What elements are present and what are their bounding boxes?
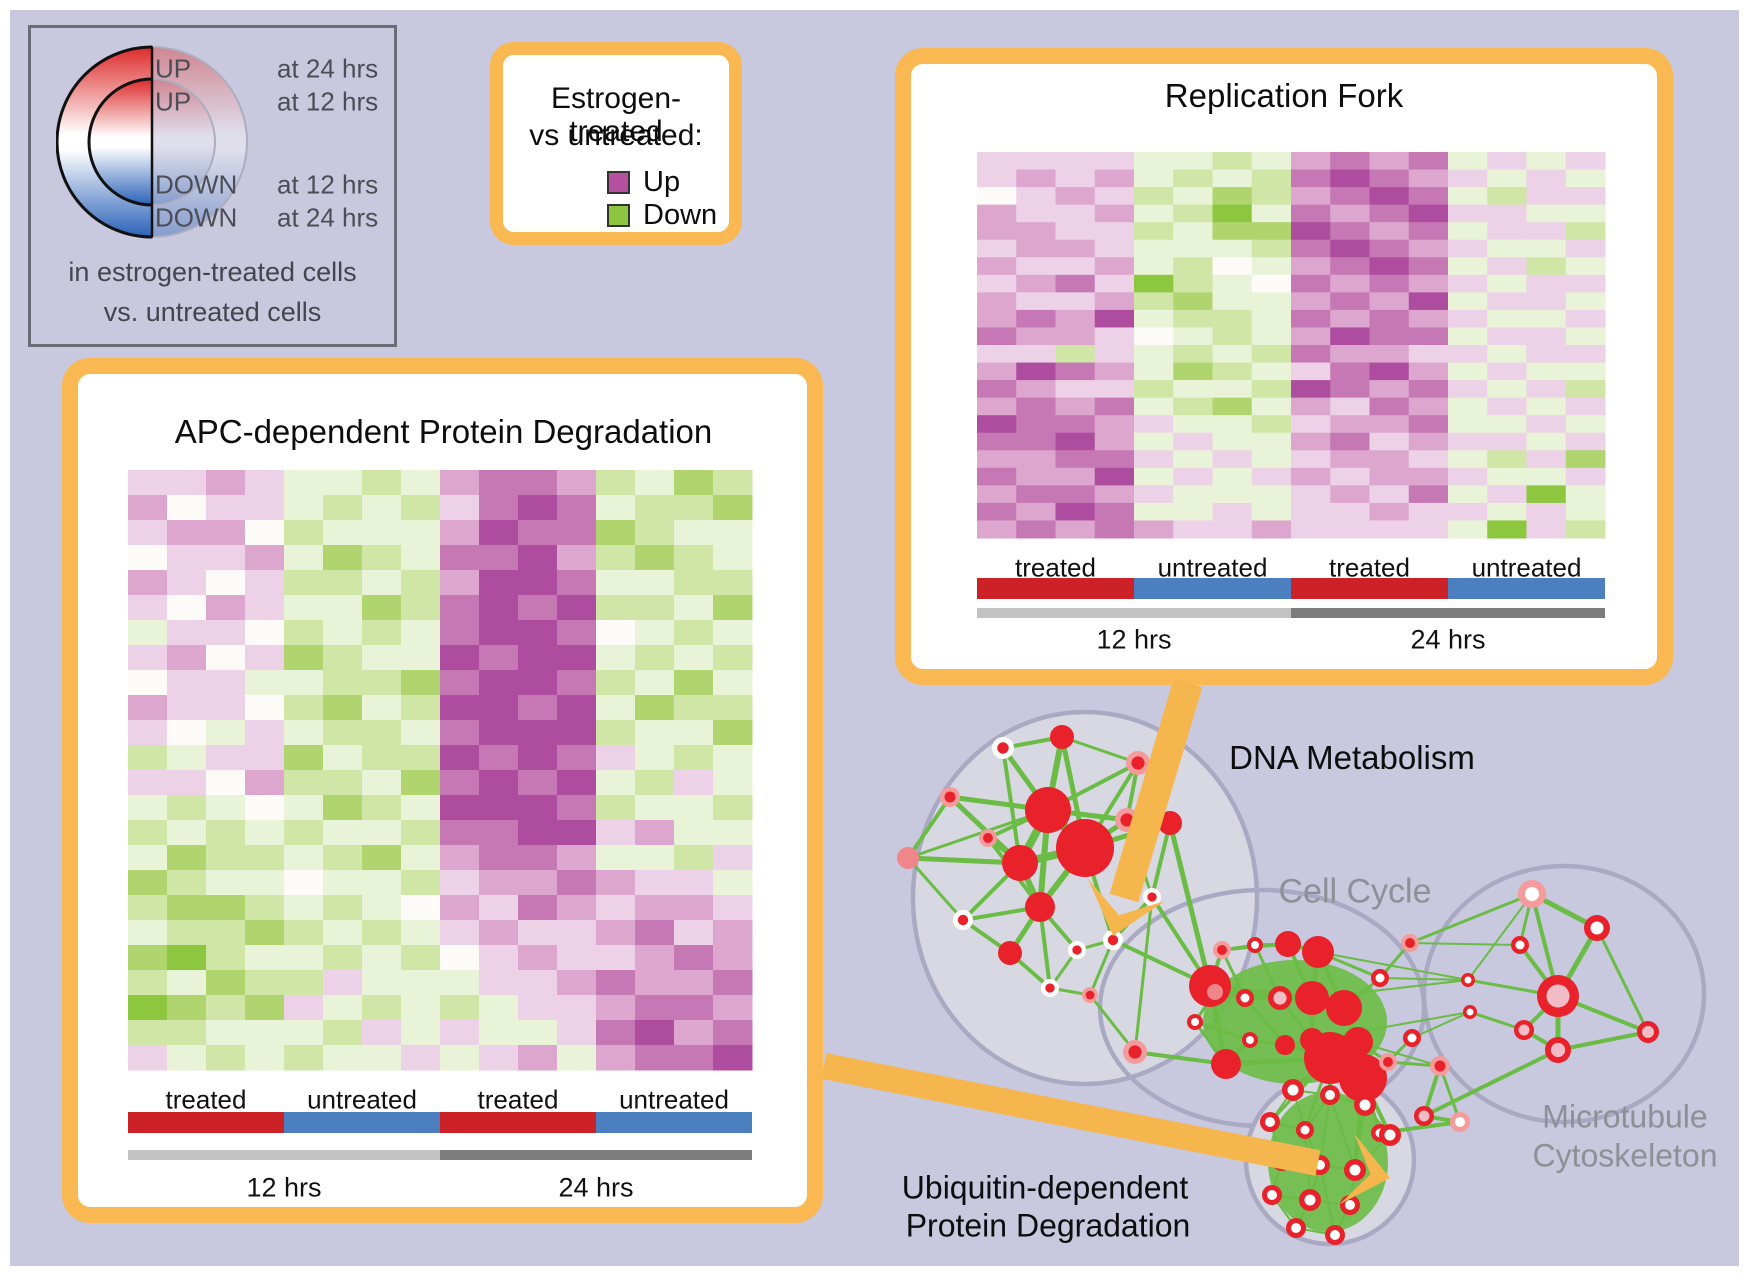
down-color-swatch <box>607 204 630 227</box>
key-time-label: at 24 hrs <box>277 202 379 233</box>
group-label: untreated <box>619 1084 729 1115</box>
group-label: treated <box>165 1084 247 1115</box>
group-label: untreated <box>1157 552 1268 583</box>
legend-item-down: Down <box>607 199 717 232</box>
replication-fork-panel-title: Replication Fork <box>1164 77 1404 114</box>
estrogen-legend-title-line1: Estrogen-treated <box>550 82 682 148</box>
key-footer-line2: vs. untreated cells <box>103 297 322 327</box>
network-cluster-label: Cytoskeleton <box>1532 1137 1718 1174</box>
group-label: treated <box>477 1084 559 1115</box>
time-label: 24 hrs <box>1410 624 1486 655</box>
color-key-box <box>28 25 397 347</box>
key-direction-label: DOWN <box>155 202 238 233</box>
time-label: 12 hrs <box>246 1172 322 1203</box>
network-cluster-label: Ubiquitin-dependent <box>901 1169 1189 1206</box>
network-cluster-label: DNA Metabolism <box>1229 739 1475 776</box>
estrogen-legend-box <box>490 42 742 245</box>
time-label: 12 hrs <box>1096 624 1172 655</box>
key-direction-label: UP <box>155 53 192 84</box>
estrogen-legend-title-line2: vs untreated: <box>529 119 703 152</box>
key-time-label: at 12 hrs <box>277 86 379 117</box>
network-cluster-label: Cell Cycle <box>1278 872 1432 911</box>
key-time-label: at 24 hrs <box>277 53 379 84</box>
key-direction-label: UP <box>155 86 192 117</box>
key-time-label: at 12 hrs <box>277 169 379 200</box>
legend-item-label: Up <box>643 166 681 198</box>
legend-item-label: Down <box>643 199 718 231</box>
group-label: untreated <box>1471 552 1582 583</box>
key-footer-line1: in estrogen-treated cells <box>68 257 357 287</box>
apc-panel-title: APC-dependent Protein Degradation <box>174 413 713 450</box>
replication-fork-heatmap-panel <box>895 48 1673 685</box>
group-label: treated <box>1329 552 1410 583</box>
up-color-swatch <box>607 171 630 194</box>
group-label: treated <box>1015 552 1096 583</box>
group-label: untreated <box>307 1084 417 1115</box>
time-label: 24 hrs <box>558 1172 634 1203</box>
network-cluster-label: Microtubule <box>1542 1098 1708 1135</box>
network-cluster-label: Protein Degradation <box>905 1207 1191 1244</box>
legend-item-up: Up <box>607 166 680 199</box>
key-direction-label: DOWN <box>155 169 238 200</box>
